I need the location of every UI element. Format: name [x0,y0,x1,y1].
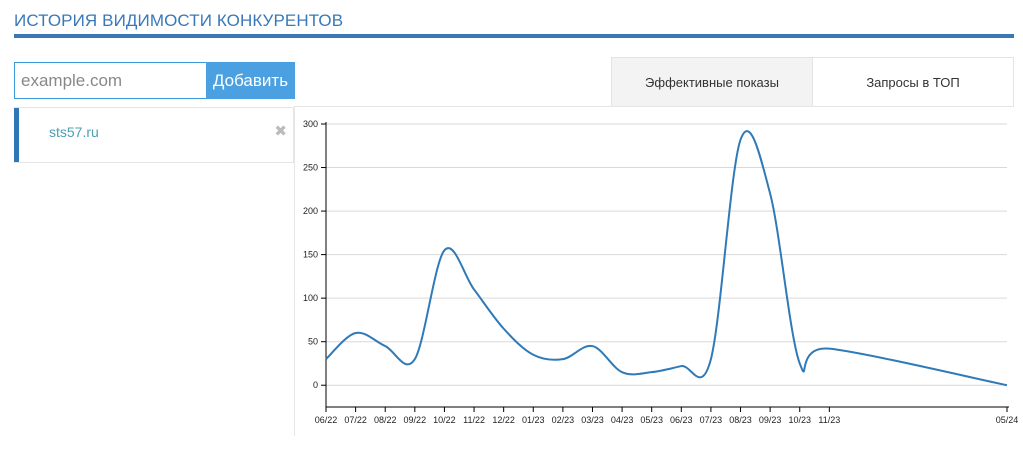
x-tick-label: 09/23 [759,415,782,425]
x-tick-label: 05/23 [640,415,663,425]
chart-panel: 0 50 100 150 200 250 300 06/22 07/22 08/22 09/22 10… [294,106,1018,436]
x-tick-label: 01/23 [522,415,545,425]
page-title: ИСТОРИЯ ВИДИМОСТИ КОНКУРЕНТОВ [14,11,344,30]
tab-effective-impressions[interactable]: Эффективные показы [612,58,813,106]
x-tick-label: 11/22 [463,415,485,425]
x-tick-label: 04/23 [611,415,634,425]
x-tick-label: 11/23 [818,415,840,425]
x-tick-label: 05/24 [996,415,1019,425]
add-button[interactable]: Добавить [206,62,295,99]
y-tick-label: 200 [303,206,318,216]
add-competitor-form: Добавить [14,62,295,99]
x-tick-label: 10/22 [433,415,456,425]
x-tick-label: 07/22 [344,415,367,425]
y-tick-label: 150 [303,250,318,260]
y-tick-label: 250 [303,163,318,173]
y-tick-label: 300 [303,119,318,129]
x-tick-label: 06/22 [315,415,338,425]
x-tick-label: 06/23 [670,415,693,425]
x-tick-label: 07/23 [700,415,723,425]
close-icon[interactable]: ✖ [274,123,287,140]
competitor-item[interactable]: sts57.ru ✖ [14,108,293,162]
y-tick-label: 0 [313,380,318,390]
x-tick-label: 08/23 [729,415,752,425]
tab-top-queries[interactable]: Запросы в ТОП [866,74,960,90]
visibility-chart: 0 50 100 150 200 250 300 06/22 07/22 08/22 09/22 10… [303,119,1019,425]
x-tick-label: 03/23 [581,415,604,425]
competitor-domain[interactable]: sts57.ru [49,124,99,140]
domain-input[interactable] [14,62,206,99]
x-tick-label: 08/22 [374,415,397,425]
x-tick-label: 09/22 [404,415,427,425]
x-tick-label: 02/23 [552,415,575,425]
section-header: ИСТОРИЯ ВИДИМОСТИ КОНКУРЕНТОВ [14,10,1014,38]
series-line [325,130,1008,387]
competitor-list: sts57.ru ✖ [14,107,294,163]
y-tick-label: 50 [308,337,318,347]
x-tick-label: 10/23 [788,415,811,425]
y-tick-label: 100 [303,293,318,303]
metric-tabs: Эффективные показы Запросы в ТОП [611,57,1014,107]
x-tick-label: 12/22 [492,415,515,425]
